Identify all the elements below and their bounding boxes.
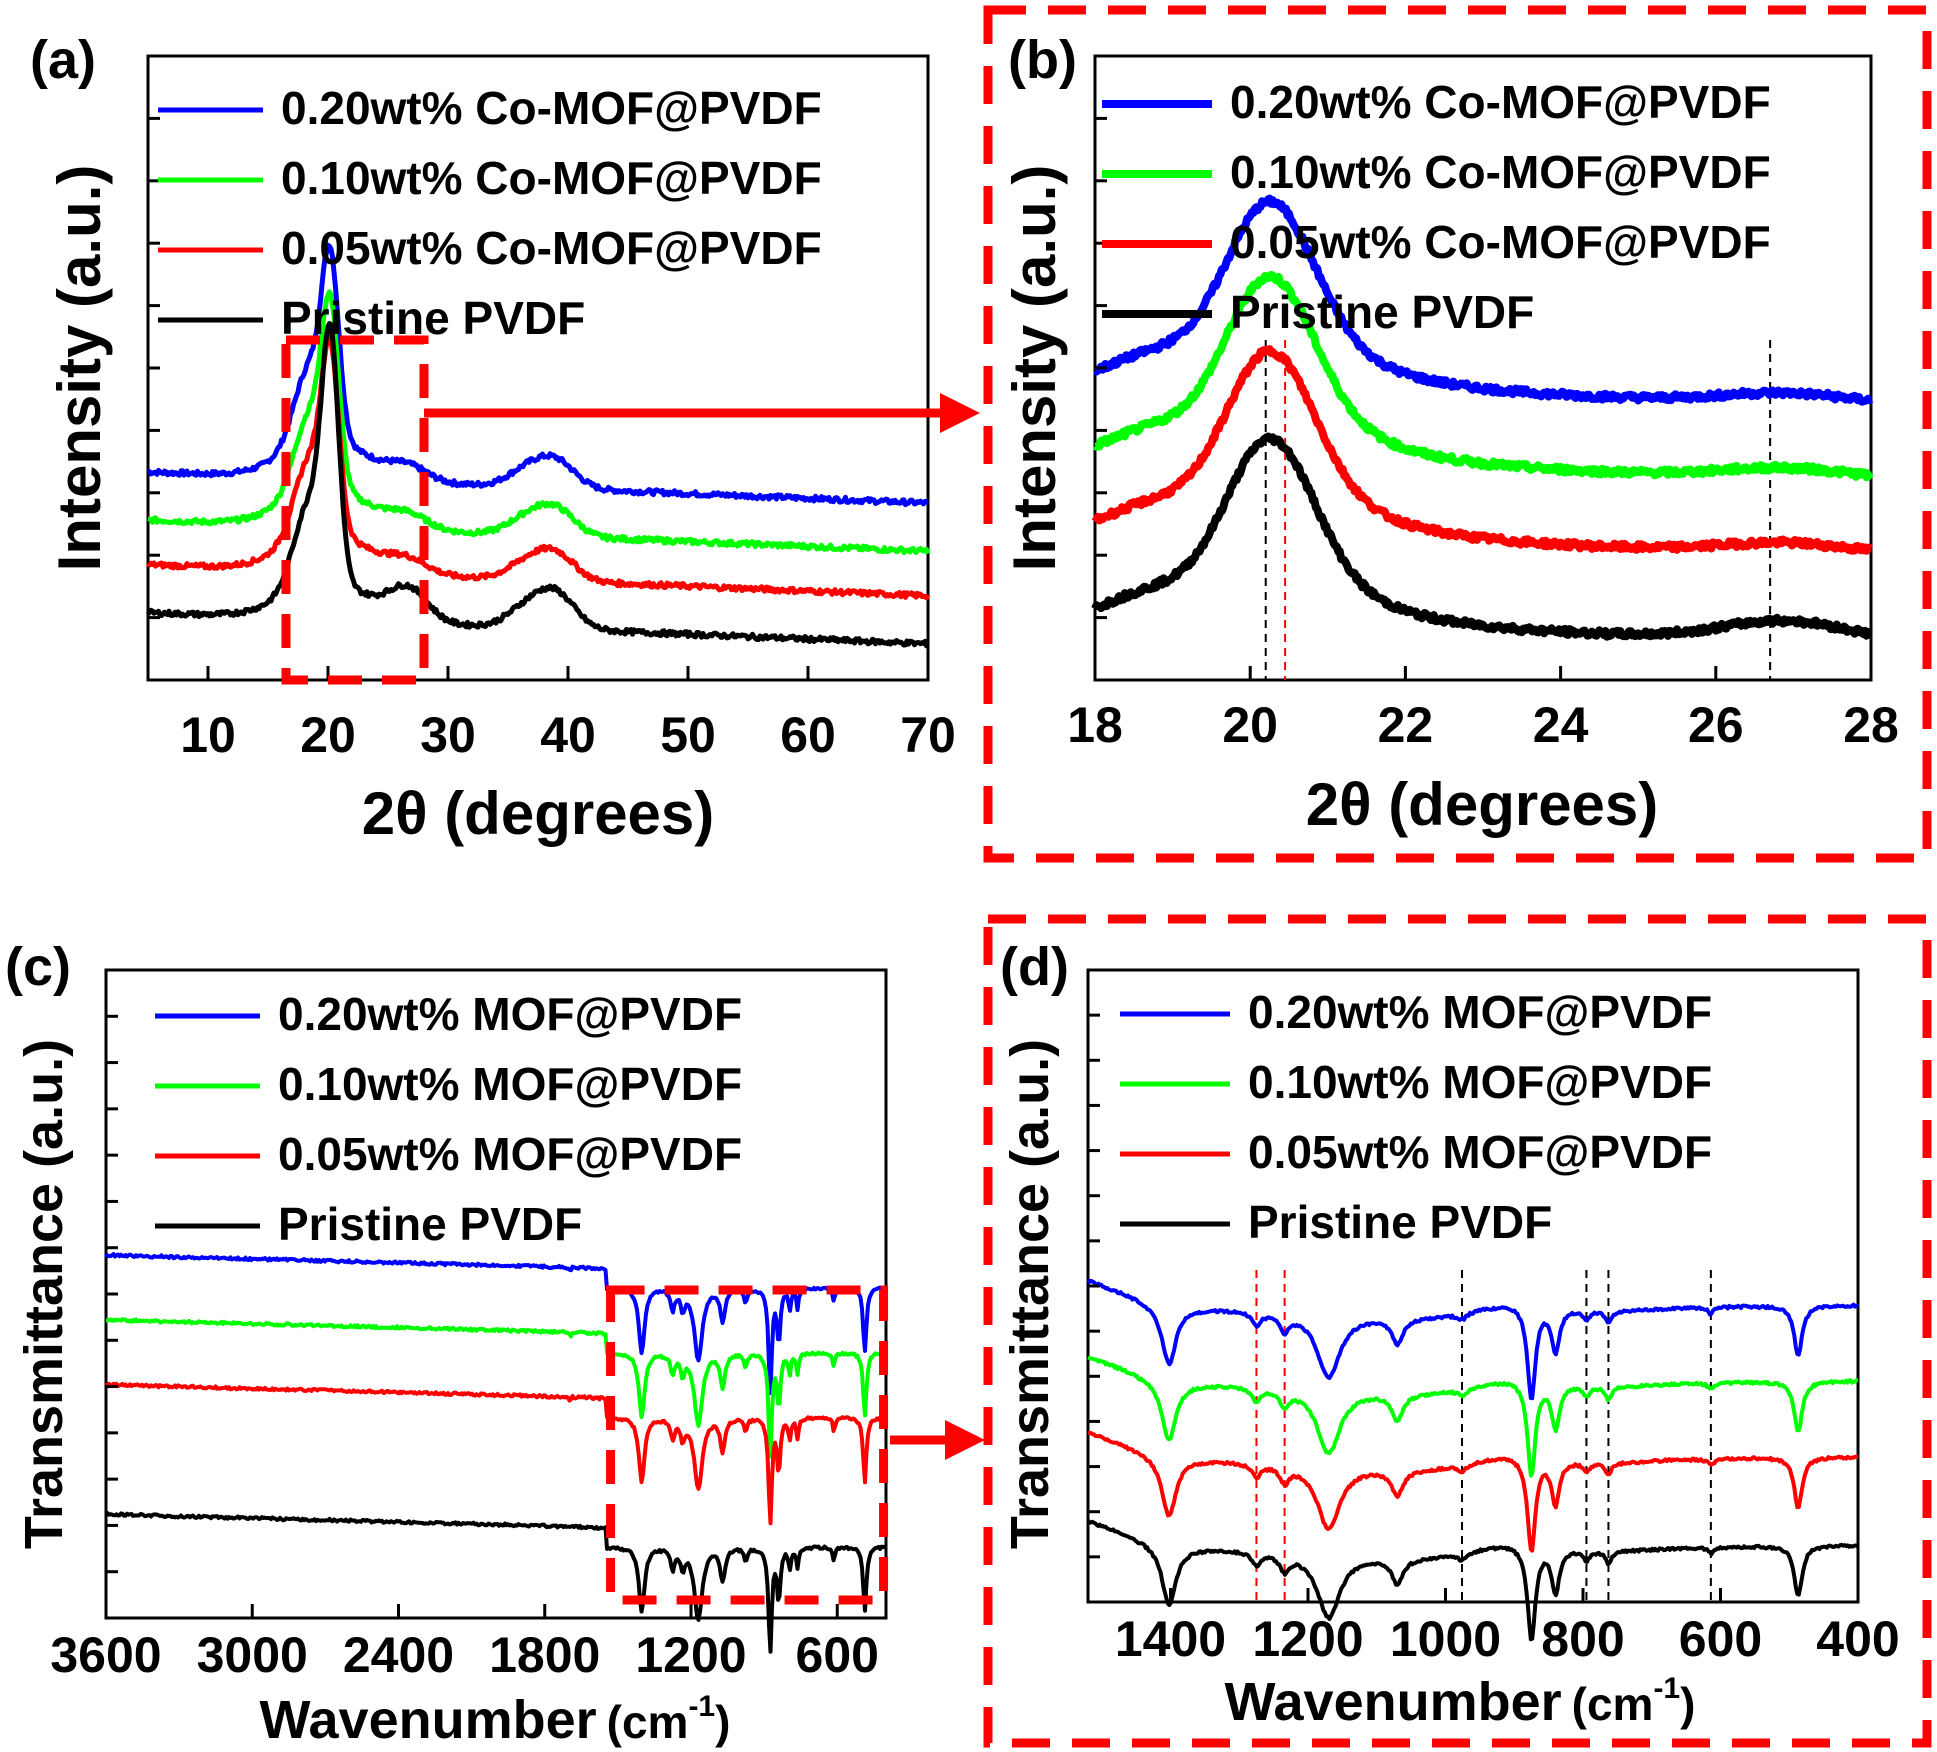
panel-d-label: (d) bbox=[1000, 937, 1069, 997]
x-tick-label: 20 bbox=[300, 707, 356, 763]
legend-entry: Pristine PVDF bbox=[1248, 1196, 1552, 1248]
series-line bbox=[1091, 345, 1874, 555]
x-tick-label: 30 bbox=[420, 707, 476, 763]
x-tick-label: 3000 bbox=[197, 1627, 308, 1683]
x-tick-label: 400 bbox=[1816, 1611, 1899, 1667]
panel-a-y-title: Intensity (a.u.) bbox=[46, 165, 113, 572]
series-line bbox=[1092, 194, 1874, 406]
series-line bbox=[1087, 1355, 1859, 1478]
x-tick-label: 28 bbox=[1843, 697, 1899, 753]
panel-c: (c) 3600 3000 2400 1800 1200 600 0.20wt% MOF@… bbox=[5, 937, 889, 1750]
x-tick-label: 1800 bbox=[489, 1627, 600, 1683]
legend-entry: 0.20wt% MOF@PVDF bbox=[1248, 986, 1712, 1038]
series-line bbox=[1086, 1519, 1860, 1642]
legend-entry: 0.20wt% MOF@PVDF bbox=[278, 988, 742, 1040]
panel-d-x-ticks: 1400 1200 1000 800 600 400 bbox=[1115, 1588, 1900, 1667]
x-tick-label: 600 bbox=[1679, 1611, 1762, 1667]
series-line bbox=[1086, 1278, 1859, 1401]
panel-d-y-ticks bbox=[1088, 1013, 1100, 1559]
legend-entry: 0.10wt% Co-MOF@PVDF bbox=[281, 152, 822, 204]
panel-d-y-title: Transmittance (a.u.) bbox=[1000, 1039, 1060, 1549]
panel-d-legend: 0.20wt% MOF@PVDF 0.10wt% MOF@PVDF 0.05wt% … bbox=[1120, 986, 1712, 1248]
x-tick-label: 70 bbox=[900, 707, 956, 763]
x-tick-label: 26 bbox=[1688, 697, 1744, 753]
panel-c-legend: 0.20wt% MOF@PVDF 0.10wt% MOF@PVDF 0.05wt% … bbox=[155, 988, 742, 1250]
panel-b-y-ticks bbox=[1095, 116, 1107, 620]
panel-a: (a) 10 20 30 40 50 60 70 0.20wt% Co-MOF@PVDF0.… bbox=[30, 30, 956, 847]
x-tick-label: 40 bbox=[540, 707, 596, 763]
panel-b-legend: 0.20wt% Co-MOF@PVDF 0.10wt% Co-MOF@PVDF 0.… bbox=[1102, 76, 1771, 338]
series-line bbox=[105, 1511, 888, 1654]
series-line bbox=[147, 289, 931, 556]
x-tick-label: 22 bbox=[1378, 697, 1434, 753]
series-line bbox=[105, 1317, 888, 1459]
panel-b-highlight-frame bbox=[983, 5, 1932, 863]
panel-a-x-ticks: 10 20 30 40 50 60 70 bbox=[180, 666, 956, 763]
zoom-arrow-bottom bbox=[890, 1420, 985, 1460]
panel-d-series bbox=[1086, 1278, 1860, 1642]
x-tick-label: 800 bbox=[1541, 1611, 1624, 1667]
panel-a-y-ticks bbox=[148, 116, 160, 620]
legend-entry: 0.05wt% Co-MOF@PVDF bbox=[281, 222, 822, 274]
series-line bbox=[1091, 432, 1874, 641]
legend-entry: 0.10wt% Co-MOF@PVDF bbox=[1230, 146, 1771, 198]
x-tick-label: 10 bbox=[180, 707, 236, 763]
series-line bbox=[145, 321, 930, 649]
x-tick-label: 3600 bbox=[50, 1627, 161, 1683]
panel-a-legend: 0.20wt% Co-MOF@PVDF 0.10wt% Co-MOF@PVDF 0.… bbox=[158, 82, 822, 344]
panel-a-frame bbox=[146, 54, 930, 682]
legend-entry: 0.05wt% MOF@PVDF bbox=[1248, 1126, 1712, 1178]
panel-c-label: (c) bbox=[5, 937, 71, 997]
legend-entry: 0.20wt% Co-MOF@PVDF bbox=[281, 82, 822, 134]
legend-entry: 0.10wt% MOF@PVDF bbox=[1248, 1056, 1712, 1108]
panel-d-highlight-frame bbox=[983, 914, 1932, 1748]
panel-b-series bbox=[1091, 194, 1874, 641]
x-tick-label: 1000 bbox=[1390, 1611, 1501, 1667]
zoom-arrow-top bbox=[424, 393, 980, 433]
panel-b-label: (b) bbox=[1008, 30, 1077, 90]
panel-c-series bbox=[104, 1252, 888, 1654]
panel-a-label: (a) bbox=[30, 30, 96, 90]
panel-c-y-title: Transmittance (a.u.) bbox=[14, 1039, 74, 1549]
legend-entry: 0.20wt% Co-MOF@PVDF bbox=[1230, 76, 1771, 128]
legend-entry: Pristine PVDF bbox=[278, 1198, 582, 1250]
x-tick-label: 18 bbox=[1067, 697, 1123, 753]
panel-b-x-ticks: 18 20 22 24 26 28 bbox=[1067, 666, 1899, 753]
series-line bbox=[1087, 1430, 1859, 1553]
series-line bbox=[147, 242, 929, 508]
legend-entry: 0.05wt% MOF@PVDF bbox=[278, 1128, 742, 1180]
x-tick-label: 1200 bbox=[635, 1627, 746, 1683]
x-tick-label: 60 bbox=[780, 707, 836, 763]
legend-entry: 0.05wt% Co-MOF@PVDF bbox=[1230, 216, 1771, 268]
panel-b-y-title: Intensity (a.u.) bbox=[1001, 165, 1068, 572]
x-tick-label: 20 bbox=[1222, 697, 1278, 753]
legend-entry: Pristine PVDF bbox=[1230, 286, 1534, 338]
x-tick-label: 1400 bbox=[1115, 1611, 1226, 1667]
x-tick-label: 2400 bbox=[343, 1627, 454, 1683]
legend-entry: 0.10wt% MOF@PVDF bbox=[278, 1058, 742, 1110]
panel-c-zoom-box bbox=[606, 1285, 889, 1605]
panel-a-zoom-box bbox=[281, 335, 429, 685]
legend-entry: Pristine PVDF bbox=[281, 292, 585, 344]
x-tick-label: 600 bbox=[796, 1627, 879, 1683]
panel-a-series bbox=[145, 242, 931, 649]
series-line bbox=[104, 1252, 887, 1395]
x-tick-label: 24 bbox=[1533, 697, 1589, 753]
series-line bbox=[146, 333, 931, 601]
panel-c-x-title: Wavenumber (cm-1) bbox=[260, 1690, 731, 1750]
series-line bbox=[104, 1381, 887, 1526]
series-line bbox=[1092, 270, 1874, 482]
panel-d: (d) 1400 1200 1000 800 600 400 0.20wt% MOF@PV… bbox=[983, 914, 1932, 1748]
panel-b: (b) 18 20 22 24 26 28 0.20wt% Co-MOF@PVDF 0.10… bbox=[983, 5, 1932, 863]
panel-a-x-title: 2θ (degrees) bbox=[362, 780, 715, 847]
x-tick-label: 1200 bbox=[1252, 1611, 1363, 1667]
panel-c-y-ticks bbox=[106, 1014, 118, 1574]
panel-b-x-title: 2θ (degrees) bbox=[1306, 771, 1659, 838]
x-tick-label: 50 bbox=[660, 707, 716, 763]
panel-d-x-title: Wavenumber (cm-1) bbox=[1225, 1672, 1696, 1732]
panel-c-x-ticks: 3600 3000 2400 1800 1200 600 bbox=[50, 1604, 879, 1683]
